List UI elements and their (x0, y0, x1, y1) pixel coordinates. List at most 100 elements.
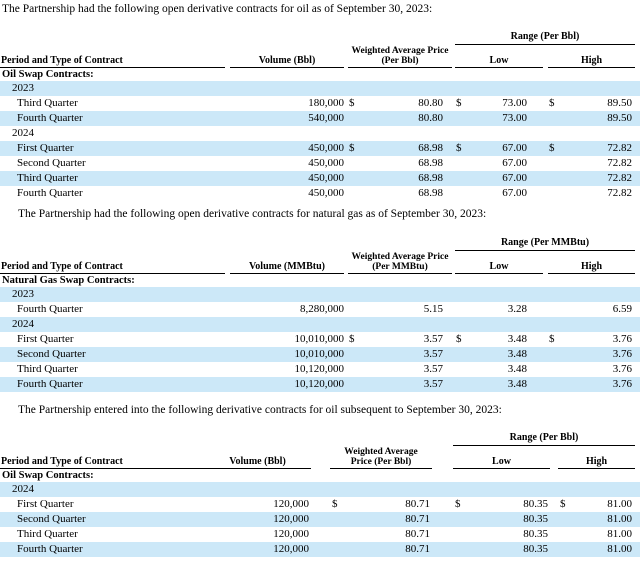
low-cell: 67.00 (502, 157, 527, 169)
volume-cell: 8,280,000 (300, 303, 344, 315)
spacer (432, 542, 453, 557)
spacer (635, 332, 640, 347)
spacer (635, 96, 640, 111)
price-cell: 3.57 (423, 378, 443, 390)
spacer (311, 527, 330, 542)
currency-symbol-cell (348, 186, 361, 201)
period-cell: 2024 (12, 483, 34, 495)
currency-symbol-cell (548, 347, 561, 362)
price-cell: 68.98 (418, 172, 443, 184)
volume-cell: 450,000 (308, 172, 344, 184)
currency-symbol-cell: $ (349, 333, 355, 345)
currency-symbol-cell: $ (456, 97, 462, 109)
volume-cell: 450,000 (308, 187, 344, 199)
oil-swap-contracts-table: Range (Per Bbl) Period and Type of Contr… (0, 29, 640, 201)
col-header-high: High (548, 44, 636, 68)
spacer (635, 186, 640, 201)
price-cell: 80.80 (418, 112, 443, 124)
col-header-volume: Volume (Bbl) (230, 44, 344, 68)
price-cell: 3.57 (423, 348, 443, 360)
volume-cell: 10,120,000 (294, 363, 345, 375)
currency-symbol-cell: $ (456, 333, 462, 345)
year-row: 2024 (0, 317, 640, 332)
spacer (635, 45, 640, 68)
high-cell: 72.82 (607, 172, 633, 184)
quarter-row: Fourth Quarter 450,000 68.98 67.00 72.82 (0, 186, 640, 201)
col-header-period: Period and Type of Contract (0, 44, 225, 68)
volume-cell: 10,010,000 (294, 333, 345, 345)
period-cell: First Quarter (17, 142, 74, 154)
high-cell: 81.00 (607, 498, 633, 510)
col-header-low: Low (453, 445, 550, 469)
group-row: Natural Gas Swap Contracts: (0, 274, 640, 288)
price-cell: 80.80 (418, 97, 443, 109)
currency-symbol-cell (348, 302, 361, 317)
currency-symbol-cell (548, 302, 561, 317)
low-cell: 67.00 (502, 172, 527, 184)
currency-symbol-cell (348, 377, 361, 392)
range-header-row: Range (Per MMBtu) (0, 235, 640, 251)
currency-symbol-cell: $ (455, 498, 461, 510)
low-cell: 3.28 (507, 303, 527, 315)
spacer (635, 29, 640, 45)
quarter-row: Fourth Quarter 10,120,000 3.57 3.48 3.76 (0, 377, 640, 392)
header-line: Weighted Average Price (351, 46, 449, 56)
currency-symbol-cell (348, 111, 361, 126)
currency-symbol-cell: $ (349, 142, 355, 154)
currency-symbol-cell (548, 362, 561, 377)
range-header: Range (Per Bbl) (453, 430, 636, 446)
period-cell: Fourth Quarter (17, 303, 83, 315)
column-header-row: Period and Type of Contract Volume (MMBt… (0, 250, 640, 274)
spacer (550, 512, 558, 527)
spacer (311, 497, 330, 512)
spacer (635, 347, 640, 362)
currency-symbol-cell (455, 362, 468, 377)
quarter-row: First Quarter 450,000 $68.98 $67.00 $72.82 (0, 141, 640, 156)
period-cell: Third Quarter (17, 97, 78, 109)
volume-cell: 120,000 (273, 543, 309, 555)
period-cell: 2024 (12, 318, 34, 330)
currency-symbol-cell: $ (560, 498, 566, 510)
header-line: Weighted Average Price (351, 252, 449, 262)
period-cell: Second Quarter (17, 513, 86, 525)
spacer (432, 497, 453, 512)
price-cell: 80.71 (405, 543, 430, 555)
price-cell: 3.57 (423, 333, 443, 345)
currency-symbol-cell (330, 542, 345, 557)
col-header-price: Weighted Average Price (Per Bbl) (330, 445, 432, 469)
volume-cell: 450,000 (308, 142, 344, 154)
period-cell: Second Quarter (17, 157, 86, 169)
currency-symbol-cell: $ (456, 142, 462, 154)
currency-symbol-cell (548, 156, 561, 171)
volume-cell: 10,010,000 (294, 348, 345, 360)
range-header: Range (Per MMBtu) (455, 235, 635, 251)
spacer (635, 362, 640, 377)
high-cell: 72.82 (607, 142, 633, 154)
currency-symbol-cell (548, 377, 561, 392)
currency-symbol-cell (348, 362, 361, 377)
spacer (635, 512, 640, 527)
low-cell: 67.00 (502, 142, 527, 154)
spacer (550, 446, 558, 469)
col-header-period: Period and Type of Contract (0, 445, 204, 469)
currency-symbol-cell (455, 171, 468, 186)
header-line: (Per MMBtu) (372, 262, 428, 272)
high-cell: 81.00 (607, 528, 633, 540)
header-line: Weighted Average (344, 447, 418, 457)
low-cell: 3.48 (507, 363, 527, 375)
spacer (635, 542, 640, 557)
year-row: 2023 (0, 81, 640, 96)
currency-symbol-cell (453, 527, 468, 542)
volume-cell: 120,000 (273, 528, 309, 540)
spacer (635, 141, 640, 156)
spacer (635, 430, 640, 446)
price-cell: 68.98 (418, 142, 443, 154)
col-header-high: High (558, 445, 636, 469)
price-cell: 80.71 (405, 513, 430, 525)
quarter-row: Fourth Quarter 8,280,000 5.15 3.28 6.59 (0, 302, 640, 317)
spacer (635, 111, 640, 126)
currency-symbol-cell: $ (549, 333, 555, 345)
low-cell: 80.35 (523, 513, 548, 525)
currency-symbol-cell (455, 302, 468, 317)
col-header-volume: Volume (Bbl) (204, 445, 311, 469)
